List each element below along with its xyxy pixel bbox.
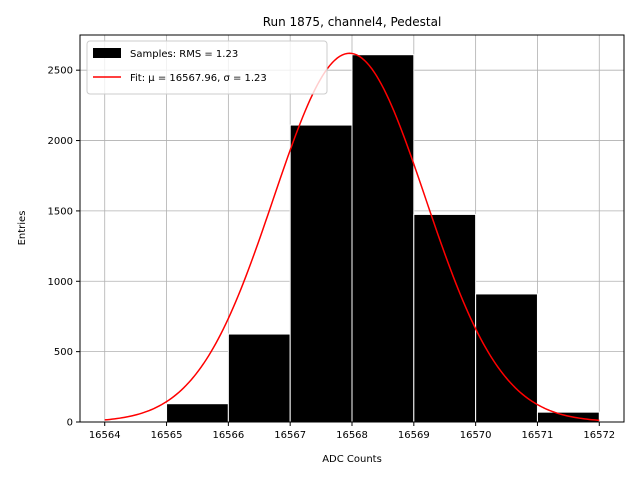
y-tick-label-0: 0 [67, 418, 73, 429]
histogram-bar-5 [413, 213, 477, 423]
y-tick-label-4: 2000 [48, 136, 73, 147]
histogram-bar-1 [166, 403, 229, 423]
y-tick-label-3: 1500 [48, 206, 73, 217]
x-tick-label-4: 16568 [336, 430, 368, 441]
x-tick-label-0: 16564 [89, 430, 121, 441]
histogram-bar-2 [227, 333, 291, 423]
legend-fit-label: Fit: μ = 16567.96, σ = 1.23 [130, 73, 267, 84]
x-tick-label-1: 16565 [151, 430, 183, 441]
histogram-bar-7 [536, 411, 600, 423]
x-axis-label: ADC Counts [322, 454, 382, 465]
x-tick-label-6: 16570 [460, 430, 492, 441]
x-axis-ticks: 16564 16565 16566 16567 16568 16569 16570 16571… [89, 422, 615, 441]
x-tick-label-8: 16572 [583, 430, 615, 441]
legend-box [86, 40, 328, 95]
histogram-bar-3 [289, 124, 353, 423]
legend-samples-label: Samples: RMS = 1.23 [130, 49, 238, 60]
histogram-bars [104, 54, 631, 423]
x-tick-label-7: 16571 [522, 430, 554, 441]
y-axis-label: Entries [17, 211, 28, 246]
fit-curve-group [104, 52, 600, 422]
y-tick-label-2: 1000 [48, 277, 73, 288]
legend-samples-swatch [93, 48, 121, 58]
histogram-bar-6 [475, 293, 538, 423]
fit-curve [104, 52, 600, 422]
y-tick-label-1: 500 [54, 347, 73, 358]
legend: Samples: RMS = 1.23 Fit: μ = 16567.96, σ… [86, 40, 328, 95]
chart-title: Run 1875, channel4, Pedestal [263, 15, 442, 29]
histogram-bar-4 [351, 54, 415, 423]
x-tick-label-3: 16567 [274, 430, 306, 441]
x-tick-label-5: 16569 [398, 430, 430, 441]
x-tick-label-2: 16566 [212, 430, 244, 441]
y-tick-label-5: 2500 [48, 66, 73, 77]
y-axis-ticks: 0 500 1000 1500 2000 2500 [48, 66, 80, 429]
